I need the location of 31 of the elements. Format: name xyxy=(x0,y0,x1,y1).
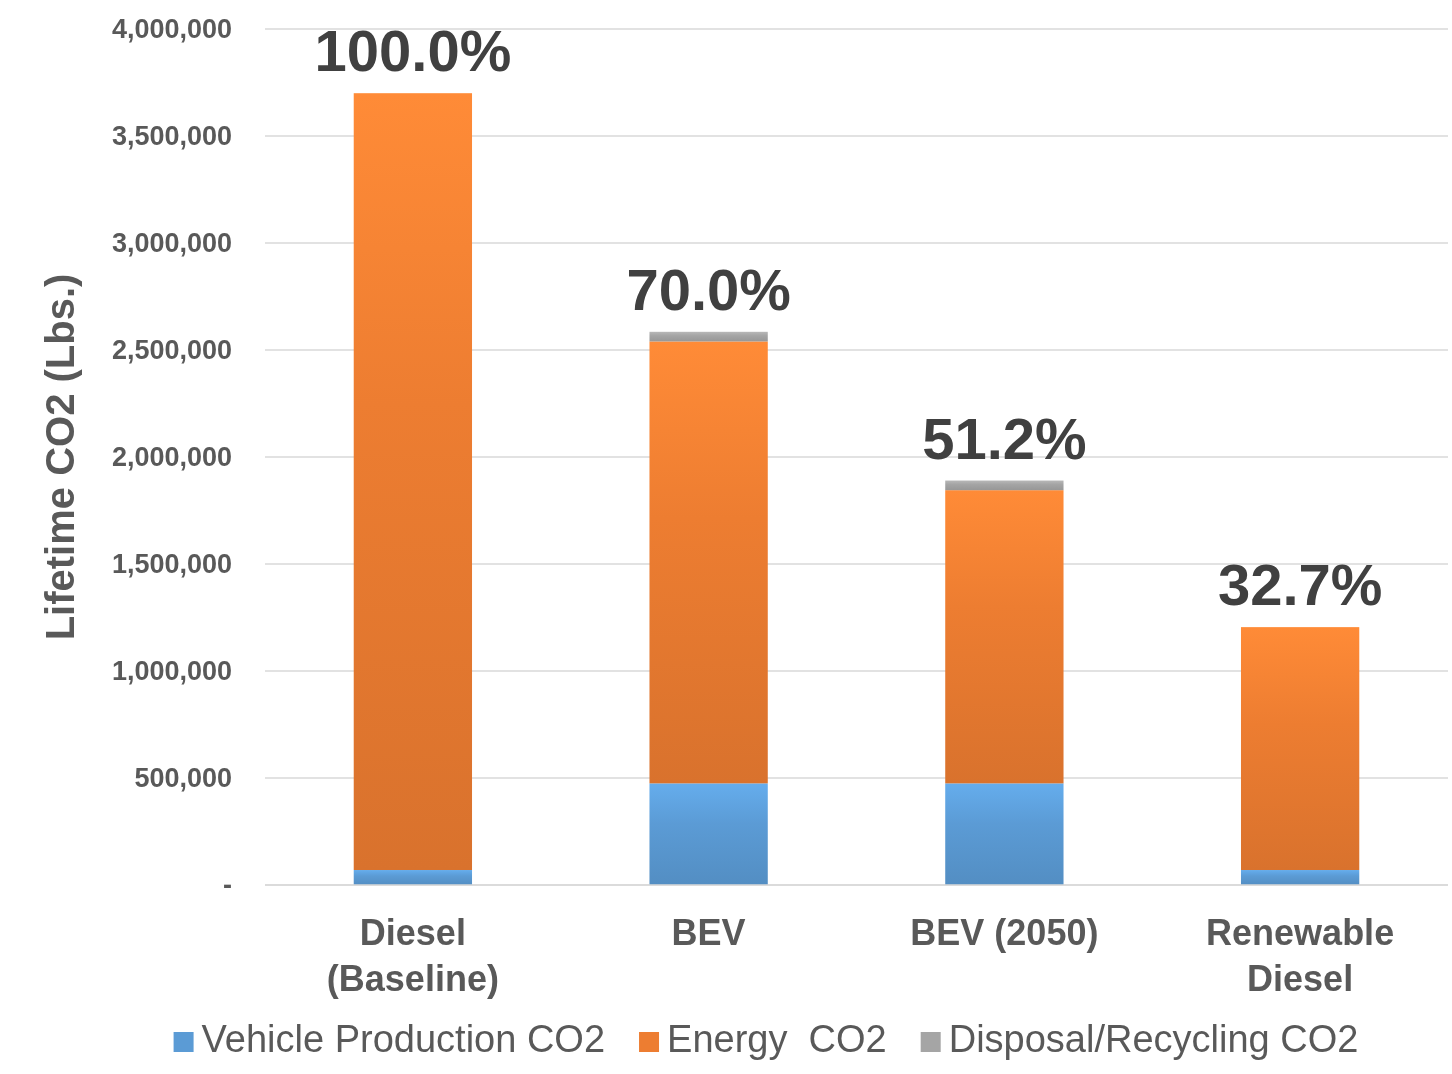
bar xyxy=(353,93,473,871)
x-tick-label: BEV xyxy=(671,912,746,953)
y-tick-label: 2,000,000 xyxy=(111,442,232,473)
bar xyxy=(649,331,768,342)
y-tick-label: 2,500,000 xyxy=(111,335,232,366)
bar xyxy=(1240,870,1360,885)
bar xyxy=(1240,627,1360,871)
bar xyxy=(353,870,473,885)
bar xyxy=(649,783,768,885)
y-tick-label: 4,000,000 xyxy=(111,14,232,45)
y-tick-label: 500,000 xyxy=(134,763,232,794)
x-tick-label: Renewable Diesel xyxy=(1206,912,1395,999)
annotation: 51.2% xyxy=(922,405,1087,471)
bar xyxy=(649,341,768,784)
annotation: 100.0% xyxy=(314,18,512,84)
annotation: 32.7% xyxy=(1217,552,1383,618)
y-tick-label: - xyxy=(223,870,232,901)
annotation: 70.0% xyxy=(626,256,791,322)
legend-label: Energy CO2 xyxy=(667,1018,887,1060)
y-tick-label: 3,000,000 xyxy=(111,228,232,259)
y-tick-label: 1,000,000 xyxy=(111,656,232,687)
x-tick-label: Diesel (Baseline) xyxy=(326,912,499,999)
bar xyxy=(945,490,1064,784)
legend-label: Disposal/Recycling CO2 xyxy=(948,1018,1359,1060)
y-axis-title: Lifetime CO2 (Lbs.) xyxy=(38,273,82,641)
bar xyxy=(945,480,1064,491)
legend-label: Vehicle Production CO2 xyxy=(201,1018,606,1060)
y-tick-label: 3,500,000 xyxy=(111,121,232,152)
x-tick-label: BEV (2050) xyxy=(910,912,1099,953)
bar xyxy=(945,783,1064,885)
y-tick-label: 1,500,000 xyxy=(111,549,232,580)
